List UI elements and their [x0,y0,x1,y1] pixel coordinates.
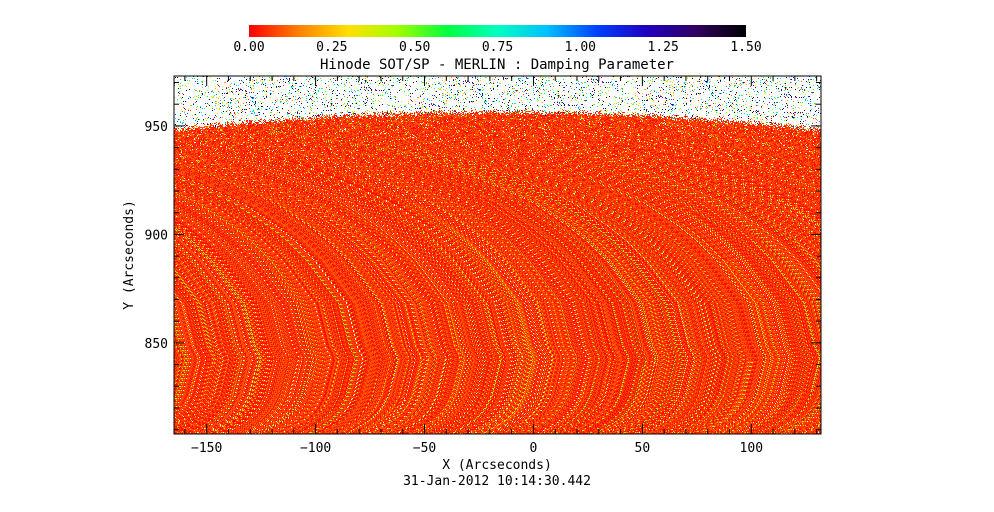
colorbar-tick-label: 1.50 [730,40,761,55]
y-axis-ticks: 850 900 950 [145,120,168,352]
colorbar-tick-label: 1.00 [565,40,596,55]
x-tick-label: 0 [530,441,538,456]
x-tick-label: −150 [191,441,222,456]
colorbar-ticks: 0.00 0.25 0.50 0.75 1.00 1.25 1.50 [233,40,761,55]
chart-title: Hinode SOT/SP - MERLIN : Damping Paramet… [320,57,674,73]
colorbar-tick-label: 0.25 [316,40,347,55]
colorbar-tick-label: 1.25 [648,40,679,55]
x-tick-label: 50 [635,441,651,456]
colorbar-tick-label: 0.50 [399,40,430,55]
colorbar [249,25,746,37]
y-tick-label: 900 [145,228,168,243]
x-axis-ticks: −150 −100 −50 0 50 100 [191,441,763,456]
colorbar-tick-label: 0.00 [233,40,264,55]
y-tick-label: 950 [145,120,168,135]
x-tick-label: −100 [300,441,331,456]
timestamp: 31-Jan-2012 10:14:30.442 [403,474,591,489]
damping-parameter-map [174,76,821,434]
x-tick-label: −50 [413,441,436,456]
y-tick-label: 850 [145,337,168,352]
x-axis-label: X (Arcseconds) [442,458,552,473]
y-axis-label: Y (Arcseconds) [122,200,137,310]
x-tick-label: 100 [740,441,763,456]
colorbar-tick-label: 0.75 [482,40,513,55]
